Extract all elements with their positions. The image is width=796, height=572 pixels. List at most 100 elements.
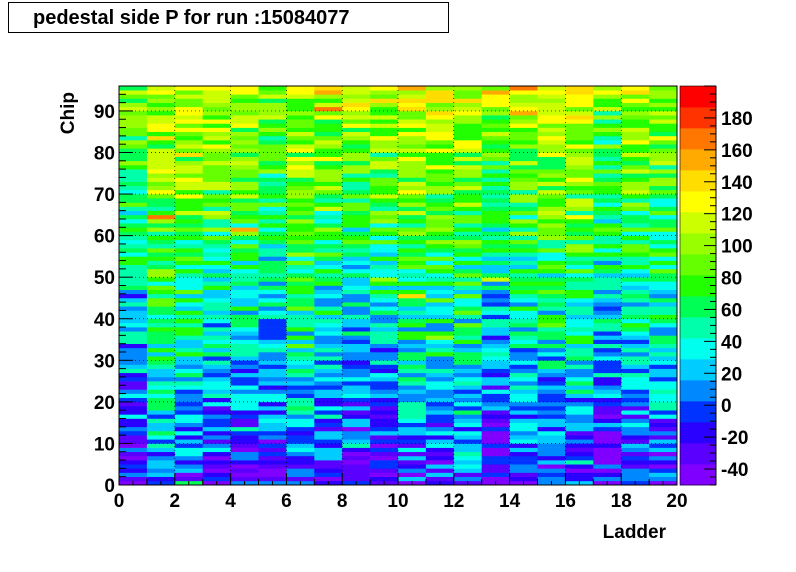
heatmap-cell xyxy=(314,339,343,344)
heatmap-cell xyxy=(119,314,148,320)
heatmap-cell xyxy=(174,302,203,307)
heatmap-cell xyxy=(342,443,371,448)
heatmap-cell xyxy=(258,219,287,224)
heatmap-cell xyxy=(370,455,399,461)
heatmap-cell xyxy=(593,410,622,415)
heatmap-cell xyxy=(621,302,650,307)
heatmap-cell xyxy=(286,389,315,394)
heatmap-cell xyxy=(453,98,482,103)
heatmap-cell xyxy=(425,418,455,423)
heatmap-cell xyxy=(258,376,287,382)
heatmap-cell xyxy=(398,285,427,290)
heatmap-cell xyxy=(621,451,650,457)
heatmap-cell xyxy=(370,123,399,128)
heatmap-cell xyxy=(398,426,427,432)
heatmap-cell xyxy=(509,239,538,245)
heatmap-cell xyxy=(174,115,203,120)
heatmap-cell xyxy=(119,135,148,141)
heatmap-cell xyxy=(286,123,315,128)
heatmap-cell xyxy=(509,455,538,461)
heatmap-cell xyxy=(537,214,566,220)
heatmap-cell xyxy=(649,376,678,382)
heatmap-cell xyxy=(286,223,315,228)
heatmap-cell xyxy=(286,406,315,411)
heatmap-cell xyxy=(621,472,650,477)
heatmap-cell xyxy=(230,156,259,162)
heatmap-cell xyxy=(370,231,399,236)
heatmap-cell xyxy=(481,418,510,423)
heatmap-cell xyxy=(398,256,427,261)
heatmap-cell xyxy=(509,297,538,303)
heatmap-cell xyxy=(202,119,231,124)
heatmap-cell xyxy=(119,393,148,399)
heatmap-cell xyxy=(230,94,259,99)
heatmap-cell xyxy=(453,256,482,261)
heatmap-cell xyxy=(286,476,315,482)
heatmap-cell xyxy=(174,235,203,241)
heatmap-cell xyxy=(593,210,622,216)
heatmap-cell xyxy=(146,248,176,253)
heatmap-cell xyxy=(230,198,259,203)
heatmap-cell xyxy=(258,277,287,282)
heatmap-cell xyxy=(202,210,231,216)
heatmap-cell xyxy=(593,285,622,290)
heatmap-cell xyxy=(286,210,315,216)
heatmap-cell xyxy=(537,406,566,411)
heatmap-cell xyxy=(621,273,650,278)
heatmap-cell xyxy=(202,90,231,95)
heatmap-cell xyxy=(453,277,482,282)
color-scale-segment xyxy=(680,464,716,486)
heatmap-cell xyxy=(453,148,482,153)
heatmap-cell xyxy=(481,123,510,128)
heatmap-cell xyxy=(314,231,343,236)
heatmap-cell xyxy=(537,198,566,203)
heatmap-cell xyxy=(119,102,148,108)
heatmap-cell xyxy=(230,160,259,166)
heatmap-cell xyxy=(174,102,203,108)
heatmap-cell xyxy=(649,451,678,457)
heatmap-cell xyxy=(509,447,538,453)
heatmap-cell xyxy=(621,447,650,453)
heatmap-cell xyxy=(453,248,482,253)
heatmap-cell xyxy=(621,331,650,336)
heatmap-cell xyxy=(314,194,343,199)
heatmap-cell xyxy=(342,119,371,124)
heatmap-cell xyxy=(621,160,650,166)
heatmap-cell xyxy=(286,252,315,257)
heatmap-cell xyxy=(481,376,510,382)
heatmap-cell xyxy=(258,264,287,270)
heatmap-cell xyxy=(398,264,427,270)
heatmap-cell xyxy=(509,310,538,315)
heatmap-cell xyxy=(286,293,315,299)
heatmap-cell xyxy=(398,306,427,311)
heatmap-cell xyxy=(481,210,510,216)
heatmap-cell xyxy=(565,239,594,245)
heatmap-cell xyxy=(314,169,343,174)
heatmap-cell xyxy=(370,152,399,157)
heatmap-cell xyxy=(453,476,482,482)
heatmap-cell xyxy=(119,140,148,145)
heatmap-cell xyxy=(593,148,622,153)
heatmap-cell xyxy=(565,264,594,270)
heatmap-cell xyxy=(453,102,482,108)
heatmap-cell xyxy=(174,210,203,216)
heatmap-cell xyxy=(314,189,343,195)
heatmap-cell xyxy=(342,231,371,236)
heatmap-cell xyxy=(286,347,315,353)
heatmap-cell xyxy=(565,410,594,415)
heatmap-cell xyxy=(342,455,371,461)
heatmap-cell xyxy=(453,160,482,166)
heatmap-cell xyxy=(370,106,399,112)
heatmap-cell xyxy=(481,181,510,187)
color-scale-segment xyxy=(680,149,716,171)
heatmap-cell xyxy=(593,331,622,336)
heatmap-cell xyxy=(314,335,343,340)
heatmap-cell xyxy=(342,189,371,195)
heatmap-cell xyxy=(202,297,231,303)
heatmap-cell xyxy=(146,306,176,311)
heatmap-cell xyxy=(509,202,538,207)
heatmap-cell xyxy=(621,306,650,311)
heatmap-cell xyxy=(453,302,482,307)
heatmap-cell xyxy=(481,94,510,99)
heatmap-cell xyxy=(649,156,678,162)
